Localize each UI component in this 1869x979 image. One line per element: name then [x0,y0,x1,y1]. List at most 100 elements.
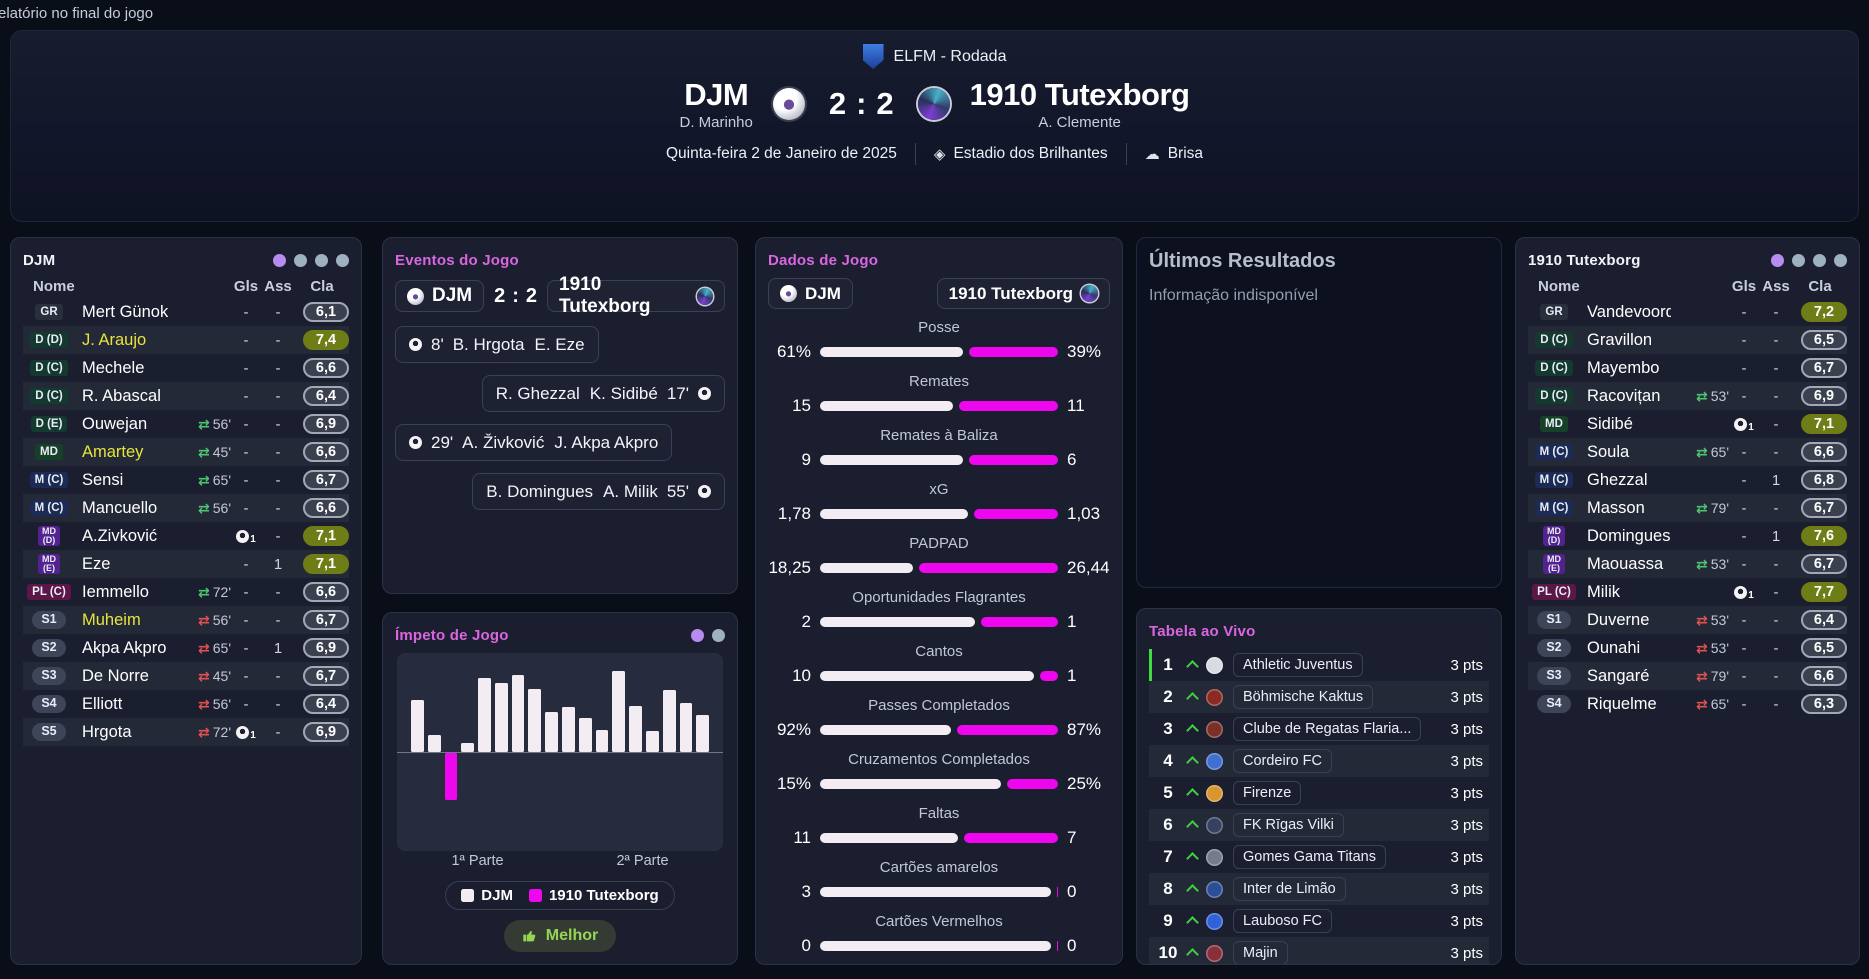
table-row[interactable]: 1 Athletic Juventus 3 pts [1149,649,1489,681]
player-name[interactable]: Hrgota [82,722,132,741]
away-team-chip[interactable]: 1910 Tutexborg [936,278,1110,309]
club-name[interactable]: Böhmische Kaktus [1233,685,1374,709]
player-row[interactable]: D (D) J. Araujo - - 7,4 [23,326,349,354]
player-row[interactable]: D (C) Mechele - - 6,6 [23,354,349,382]
goal-event[interactable]: 29' A. Živković J. Akpa Akpro [395,424,673,461]
player-name[interactable]: Ghezzal [1587,470,1648,489]
player-name[interactable]: Duverne [1587,610,1650,629]
goal-assist[interactable]: K. Sidibé [589,383,658,403]
player-name[interactable]: J. Araujo [82,330,147,349]
player-name[interactable]: Mayembo [1587,358,1660,377]
player-name[interactable]: Domingues [1587,526,1671,545]
home-team-chip[interactable]: DJM [395,280,485,312]
player-name[interactable]: Mancuello [82,498,158,517]
player-row[interactable]: MD (D) A.Zivković 1 - 7,1 [23,522,349,550]
table-row[interactable]: 9 Lauboso FC 3 pts [1149,905,1489,937]
player-row[interactable]: S1 Muheim 56' - - 6,7 [23,606,349,634]
view-dot[interactable] [1813,253,1826,267]
player-name[interactable]: Elliott [82,694,123,713]
goal-scorer[interactable]: A. Živković [462,432,545,452]
player-row[interactable]: S4 Riquelme 65' - - 6,3 [1528,690,1847,718]
club-name[interactable]: Gomes Gama Titans [1233,845,1386,869]
player-name[interactable]: Akpa Akpro [82,638,167,657]
player-row[interactable]: D (C) Racovițan 53' - - 6,9 [1528,382,1847,410]
player-name[interactable]: A.Zivković [82,526,158,545]
club-name[interactable]: FK Rīgas Vilki [1233,813,1344,837]
goal-scorer[interactable]: B. Hrgota [452,334,525,354]
player-name[interactable]: Riquelme [1587,694,1657,713]
club-name[interactable]: Inter de Limão [1233,877,1346,901]
player-row[interactable]: M (C) Sensi 65' - - 6,7 [23,466,349,494]
player-name[interactable]: Gravillon [1587,330,1653,349]
player-row[interactable]: MD Sidibé 1 - 7,1 [1528,410,1847,438]
view-dot[interactable] [712,628,725,642]
table-row[interactable]: 8 Inter de Limão 3 pts [1149,873,1489,905]
view-dot[interactable] [315,253,328,267]
table-row[interactable]: 4 Cordeiro FC 3 pts [1149,745,1489,777]
player-name[interactable]: Soula [1587,442,1630,461]
player-row[interactable]: S5 Hrgota 72' 1 - 6,9 [23,718,349,746]
player-name[interactable]: Racovițan [1587,386,1661,405]
club-name[interactable]: Majin [1233,941,1288,964]
player-row[interactable]: S3 Sangaré 79' - - 6,6 [1528,662,1847,690]
player-row[interactable]: S2 Ounahi 53' - - 6,5 [1528,634,1847,662]
home-team-chip[interactable]: DJM [768,278,853,309]
player-name[interactable]: Eze [82,554,111,573]
player-name[interactable]: Sangaré [1587,666,1650,685]
away-team-chip[interactable]: 1910 Tutexborg [547,274,725,317]
player-name[interactable]: Amartey [82,442,144,461]
melhor-button[interactable]: Melhor [503,920,617,952]
player-row[interactable]: M (C) Masson 79' - - 6,7 [1528,494,1847,522]
goal-assist[interactable]: J. Akpa Akpro [554,432,659,452]
player-name[interactable]: Milik [1587,582,1620,601]
player-row[interactable]: GR Mert Günok - - 6,1 [23,298,349,326]
goal-scorer[interactable]: R. Ghezzal [495,383,580,403]
player-row[interactable]: D (C) R. Abascal - - 6,4 [23,382,349,410]
view-dot[interactable] [336,253,349,267]
away-team-name[interactable]: 1910 Tutexborg [969,77,1190,112]
player-row[interactable]: D (C) Mayembo - - 6,7 [1528,354,1847,382]
view-dot[interactable] [691,628,704,642]
table-row[interactable]: 2 Böhmische Kaktus 3 pts [1149,681,1489,713]
player-row[interactable]: MD (E) Eze - 1 7,1 [23,550,349,578]
table-row[interactable]: 5 Firenze 3 pts [1149,777,1489,809]
goal-scorer[interactable]: B. Domingues [486,481,594,501]
goal-assist[interactable]: E. Eze [534,334,585,354]
view-dot[interactable] [1834,253,1847,267]
view-dot[interactable] [1771,253,1784,267]
home-team-block[interactable]: DJM D. Marinho [679,77,752,131]
club-name[interactable]: Lauboso FC [1233,909,1332,933]
player-row[interactable]: M (C) Soula 65' - - 6,6 [1528,438,1847,466]
goal-event[interactable]: 8' B. Hrgota E. Eze [395,326,599,363]
player-row[interactable]: S3 De Norre 45' - - 6,7 [23,662,349,690]
away-team-block[interactable]: 1910 Tutexborg A. Clemente [970,77,1190,131]
player-name[interactable]: Ounahi [1587,638,1641,657]
table-row[interactable]: 10 Majin 3 pts [1149,937,1489,964]
table-row[interactable]: 3 Clube de Regatas Flaria... 3 pts [1149,713,1489,745]
player-row[interactable]: MD Amartey 45' - - 6,6 [23,438,349,466]
player-name[interactable]: Maouassa [1587,554,1664,573]
player-name[interactable]: Muheim [82,610,141,629]
club-name[interactable]: Clube de Regatas Flaria... [1233,717,1422,741]
player-name[interactable]: Masson [1587,498,1645,517]
player-name[interactable]: Sensi [82,470,124,489]
player-row[interactable]: S1 Duverne 53' - - 6,4 [1528,606,1847,634]
player-row[interactable]: D (C) Gravillon - - 6,5 [1528,326,1847,354]
player-name[interactable]: Mert Günok [82,302,169,321]
player-name[interactable]: De Norre [82,666,149,685]
player-row[interactable]: S4 Elliott 56' - - 6,4 [23,690,349,718]
view-dot[interactable] [273,253,286,267]
goal-event[interactable]: 55' B. Domingues A. Milik [472,473,725,510]
player-row[interactable]: M (C) Mancuello 56' - - 6,6 [23,494,349,522]
player-row[interactable]: D (E) Ouwejan 56' - - 6,9 [23,410,349,438]
club-name[interactable]: Firenze [1233,781,1302,805]
player-name[interactable]: Vandevoordt [1587,302,1671,321]
player-row[interactable]: PL (C) Milik 1 - 7,7 [1528,578,1847,606]
player-row[interactable]: S2 Akpa Akpro 65' - 1 6,9 [23,634,349,662]
player-name[interactable]: Sidibé [1587,414,1633,433]
club-name[interactable]: Cordeiro FC [1233,749,1332,773]
player-row[interactable]: PL (C) Iemmello 72' - - 6,6 [23,578,349,606]
view-dot[interactable] [1792,253,1805,267]
goal-assist[interactable]: A. Milik [603,481,658,501]
player-name[interactable]: Mechele [82,358,145,377]
